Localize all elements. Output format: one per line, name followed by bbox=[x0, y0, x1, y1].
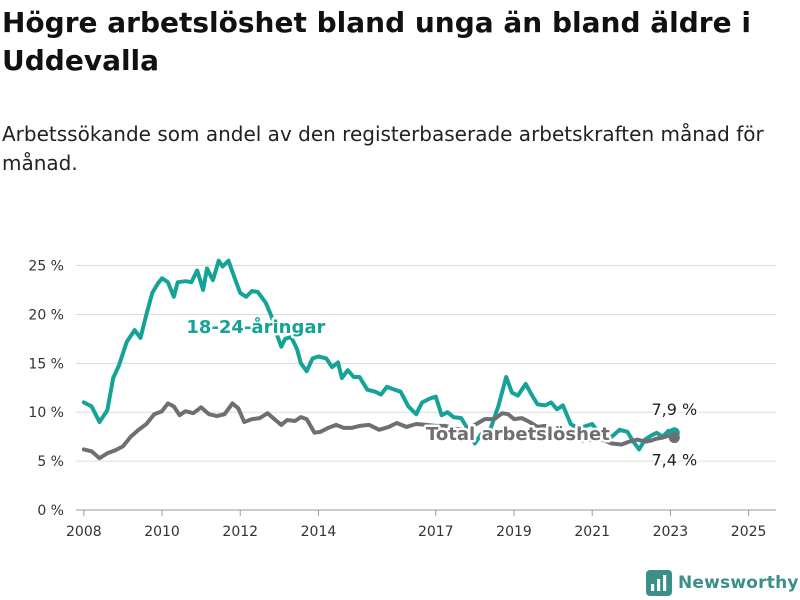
y-tick-label: 20 % bbox=[28, 307, 64, 323]
y-tick-label: 5 % bbox=[37, 454, 64, 470]
x-tick-label: 2014 bbox=[301, 524, 337, 540]
end-value-label-young: 7,9 % bbox=[651, 400, 697, 419]
x-tick-label: 2012 bbox=[222, 524, 258, 540]
label-layer: 18-24-åringar Total arbetslöshet 7,9 % 7,4 … bbox=[184, 314, 699, 472]
x-tick-label: 2019 bbox=[496, 524, 532, 540]
x-tick-label: 2023 bbox=[653, 524, 689, 540]
brand-name: Newsworthy bbox=[678, 573, 799, 593]
series-label-total: Total arbetslöshet bbox=[426, 424, 610, 445]
line-chart: 0 % 5 % 10 % 15 % 20 % 25 % 2008 2010 2012 2014 20… bbox=[28, 258, 776, 540]
grid-layer bbox=[76, 265, 776, 511]
chart-title: Högre arbetslöshet bland unga än bland ä… bbox=[2, 6, 751, 77]
end-value-label-total: 7,4 % bbox=[651, 451, 697, 470]
newsworthy-logo-icon bbox=[646, 570, 672, 596]
axis-layer: 0 % 5 % 10 % 15 % 20 % 25 % 2008 2010 2012 2014 20… bbox=[28, 259, 766, 540]
series-end-point-total bbox=[668, 432, 680, 444]
y-tick-label: 0 % bbox=[37, 503, 64, 519]
y-tick-label: 15 % bbox=[28, 356, 64, 372]
newsworthy-brand[interactable]: Newsworthy bbox=[646, 570, 799, 596]
series-layer bbox=[81, 258, 680, 461]
x-tick-label: 2025 bbox=[731, 524, 767, 540]
x-tick-label: 2021 bbox=[574, 524, 610, 540]
y-tick-label: 10 % bbox=[28, 405, 64, 421]
series-label-young: 18-24-åringar bbox=[186, 316, 325, 338]
y-tick-label: 25 % bbox=[28, 259, 64, 275]
chart-subtitle: Arbetssökande som andel av den registerb… bbox=[2, 122, 764, 175]
x-tick-label: 2008 bbox=[66, 524, 102, 540]
series-line-young bbox=[81, 258, 677, 452]
x-tick-label: 2017 bbox=[418, 524, 454, 540]
series-line-total bbox=[81, 401, 677, 461]
x-tick-label: 2010 bbox=[144, 524, 180, 540]
